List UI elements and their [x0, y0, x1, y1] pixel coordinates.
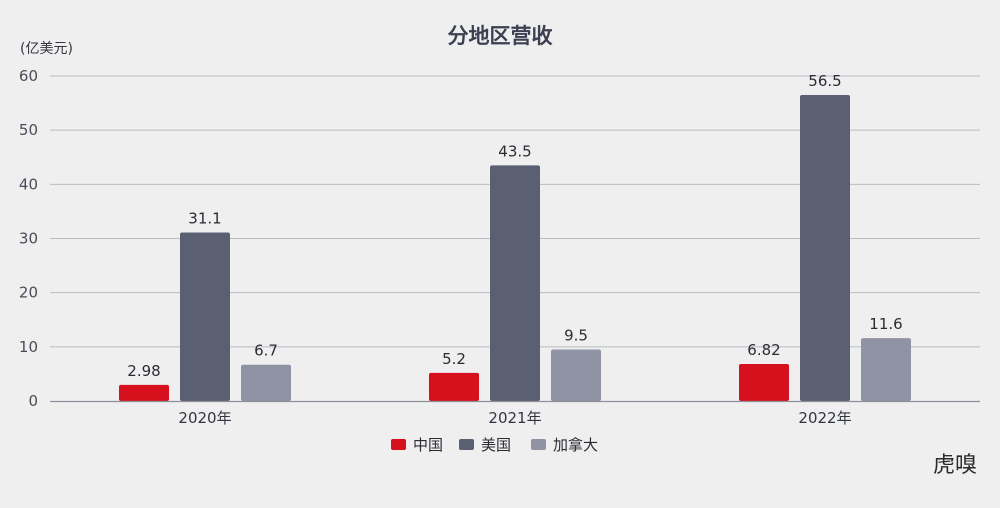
y-tick-label: 10 — [19, 338, 38, 356]
bar — [429, 372, 479, 401]
data-label: 5.2 — [442, 350, 466, 368]
y-tick-label: 50 — [19, 121, 38, 139]
x-tick-label: 2020年 — [178, 409, 231, 427]
legend-label: 加拿大 — [553, 436, 598, 454]
data-label: 31.1 — [188, 210, 221, 228]
x-axis-ticks: 2020年 2021年 2022年 — [178, 409, 851, 427]
legend-swatch — [391, 439, 406, 450]
data-labels: 2.98 31.1 6.7 5.2 43.5 9.5 6.82 56.5 11.6 — [127, 72, 902, 380]
data-label: 11.6 — [869, 315, 902, 333]
watermark-logo: 虎嗅 — [933, 453, 977, 478]
data-label: 9.5 — [564, 327, 588, 345]
bar — [241, 364, 291, 401]
data-label: 6.7 — [254, 342, 278, 360]
y-tick-label: 0 — [28, 392, 38, 410]
bar — [739, 364, 789, 401]
data-label: 43.5 — [498, 142, 531, 160]
y-axis-unit-label: (亿美元) — [20, 41, 73, 57]
legend: 中国 美国 加拿大 — [391, 436, 598, 454]
bar — [119, 384, 169, 401]
legend-label: 美国 — [481, 436, 511, 454]
y-tick-label: 40 — [19, 175, 38, 193]
bar — [490, 165, 540, 401]
y-axis-ticks: 0 10 20 30 40 50 60 — [19, 67, 38, 410]
y-tick-label: 60 — [19, 67, 38, 85]
bar — [861, 338, 911, 401]
data-label: 2.98 — [127, 362, 160, 380]
y-tick-label: 20 — [19, 284, 38, 302]
y-tick-label: 30 — [19, 230, 38, 248]
x-tick-label: 2021年 — [488, 409, 541, 427]
legend-swatch — [531, 439, 546, 450]
chart-title: 分地区营收 — [448, 24, 553, 48]
legend-swatch — [459, 439, 474, 450]
bars — [119, 94, 911, 401]
data-label: 6.82 — [747, 341, 780, 359]
bar — [800, 94, 850, 401]
bar — [180, 232, 230, 401]
x-tick-label: 2022年 — [798, 409, 851, 427]
bar — [551, 349, 601, 401]
data-label: 56.5 — [808, 72, 841, 90]
legend-label: 中国 — [413, 436, 443, 454]
